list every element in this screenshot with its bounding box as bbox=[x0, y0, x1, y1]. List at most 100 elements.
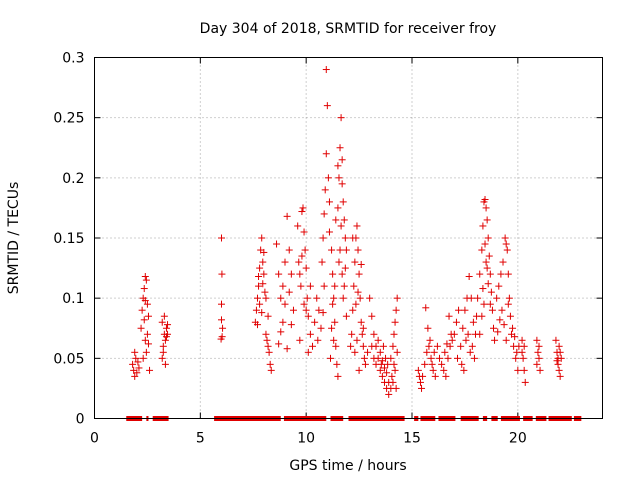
data-point-plus bbox=[265, 348, 273, 356]
data-point-plus bbox=[511, 333, 519, 341]
data-point-plus bbox=[493, 294, 501, 302]
data-point-plus bbox=[319, 234, 327, 242]
data-point-plus bbox=[287, 270, 295, 278]
data-point-plus bbox=[338, 180, 346, 188]
data-point-plus bbox=[252, 306, 260, 314]
data-point-plus bbox=[467, 294, 475, 302]
data-point-plus bbox=[416, 378, 424, 386]
data-point-plus bbox=[303, 294, 311, 302]
data-point-plus bbox=[264, 342, 272, 350]
data-point-plus bbox=[466, 348, 474, 356]
data-point-plus bbox=[309, 342, 317, 350]
plot-border bbox=[94, 57, 603, 419]
data-point-plus bbox=[480, 300, 488, 308]
data-point-plus bbox=[302, 264, 310, 272]
data-point-plus bbox=[469, 318, 477, 326]
data-point-plus bbox=[482, 258, 490, 266]
data-point-plus bbox=[520, 366, 528, 374]
data-point-plus bbox=[287, 321, 295, 329]
data-point-plus bbox=[418, 384, 426, 392]
data-point-plus bbox=[160, 312, 168, 320]
data-point-plus bbox=[320, 210, 328, 218]
y-tick-label: 0.25 bbox=[53, 111, 84, 127]
data-point-plus bbox=[465, 273, 473, 281]
data-point-plus bbox=[495, 282, 503, 290]
data-point-plus bbox=[332, 216, 340, 224]
data-point-plus bbox=[275, 270, 283, 278]
data-point-plus bbox=[359, 324, 367, 332]
data-point-plus bbox=[329, 270, 337, 278]
data-point-plus bbox=[340, 216, 348, 224]
data-point-plus bbox=[348, 330, 356, 338]
data-point-plus bbox=[534, 348, 542, 356]
data-point-plus bbox=[359, 342, 367, 350]
data-point-plus bbox=[422, 304, 430, 312]
data-point-plus bbox=[391, 366, 399, 374]
data-point-plus bbox=[455, 306, 463, 314]
data-point-plus bbox=[376, 348, 384, 356]
data-point-plus bbox=[479, 222, 487, 230]
data-point-plus bbox=[358, 330, 366, 338]
data-point-plus bbox=[351, 348, 359, 356]
data-point-plus bbox=[385, 390, 393, 398]
data-point-plus bbox=[557, 354, 565, 362]
data-point-plus bbox=[327, 354, 335, 362]
data-point-plus bbox=[496, 316, 504, 324]
data-point-plus bbox=[218, 300, 225, 308]
data-point-plus bbox=[426, 336, 434, 344]
data-point-plus bbox=[336, 144, 344, 152]
data-point-plus bbox=[353, 222, 361, 230]
y-tick-label: 0.3 bbox=[62, 51, 84, 67]
data-point-plus bbox=[445, 312, 453, 320]
data-point-plus bbox=[337, 114, 345, 122]
data-point-plus bbox=[520, 342, 528, 350]
data-point-plus bbox=[554, 360, 562, 368]
data-point-plus bbox=[429, 366, 437, 374]
data-point-plus bbox=[342, 246, 350, 254]
data-point-plus bbox=[323, 102, 331, 110]
data-point-plus bbox=[158, 354, 166, 362]
data-point-plus bbox=[315, 306, 323, 314]
data-point-plus bbox=[502, 240, 510, 248]
data-point-plus bbox=[277, 328, 285, 336]
data-point-plus bbox=[275, 340, 283, 348]
data-point-plus bbox=[357, 260, 365, 268]
data-point-plus bbox=[458, 360, 466, 368]
data-point-plus bbox=[159, 348, 167, 356]
data-point-plus bbox=[258, 234, 266, 242]
chart-title: Day 304 of 2018, SRMTID for receiver fro… bbox=[200, 21, 497, 37]
data-point-plus bbox=[322, 150, 330, 158]
data-point-plus bbox=[533, 336, 541, 344]
data-point-plus bbox=[356, 294, 364, 302]
data-point-plus bbox=[256, 264, 264, 272]
data-point-plus bbox=[313, 294, 321, 302]
data-point-plus bbox=[349, 234, 357, 242]
data-point-plus bbox=[289, 306, 297, 314]
x-tick-label: 10 bbox=[297, 431, 315, 447]
data-point-plus bbox=[304, 312, 312, 320]
data-point-plus bbox=[297, 282, 305, 290]
data-point-plus bbox=[384, 360, 392, 368]
data-point-plus bbox=[355, 270, 363, 278]
data-point-plus bbox=[253, 321, 261, 329]
data-point-plus bbox=[483, 216, 491, 224]
data-point-plus bbox=[260, 248, 268, 256]
data-point-plus bbox=[331, 282, 339, 290]
data-point-plus bbox=[425, 342, 433, 350]
data-point-plus bbox=[518, 336, 526, 344]
data-point-plus bbox=[506, 312, 514, 320]
data-point-plus bbox=[330, 336, 338, 344]
data-point-plus bbox=[134, 358, 142, 366]
data-point-plus bbox=[370, 330, 378, 338]
data-point-plus bbox=[336, 246, 344, 254]
data-point-plus bbox=[140, 316, 148, 324]
data-point-plus bbox=[484, 234, 492, 242]
data-point-plus bbox=[457, 342, 465, 350]
data-point-plus bbox=[325, 198, 333, 206]
data-point-plus bbox=[424, 324, 432, 332]
data-point-plus bbox=[294, 222, 302, 230]
data-point-plus bbox=[281, 300, 289, 308]
data-point-plus bbox=[339, 198, 347, 206]
data-point-plus bbox=[499, 258, 507, 266]
data-point-plus bbox=[376, 366, 384, 374]
